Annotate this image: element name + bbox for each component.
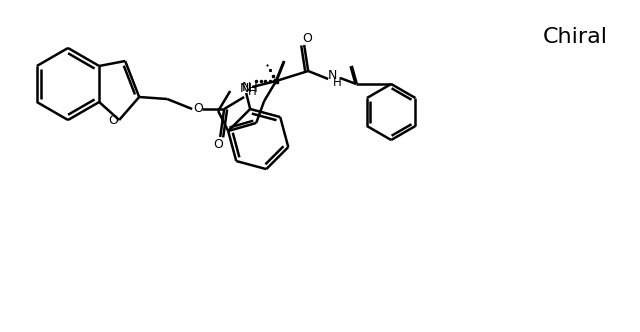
Text: H: H: [333, 75, 342, 89]
Text: NH: NH: [240, 81, 259, 95]
Text: O: O: [108, 114, 118, 126]
Text: Chiral: Chiral: [543, 27, 607, 47]
Text: O: O: [302, 32, 312, 44]
Text: O: O: [213, 137, 223, 150]
Text: N: N: [241, 80, 251, 94]
Text: N: N: [328, 68, 337, 81]
Text: H: H: [248, 85, 257, 98]
Text: O: O: [193, 102, 203, 115]
